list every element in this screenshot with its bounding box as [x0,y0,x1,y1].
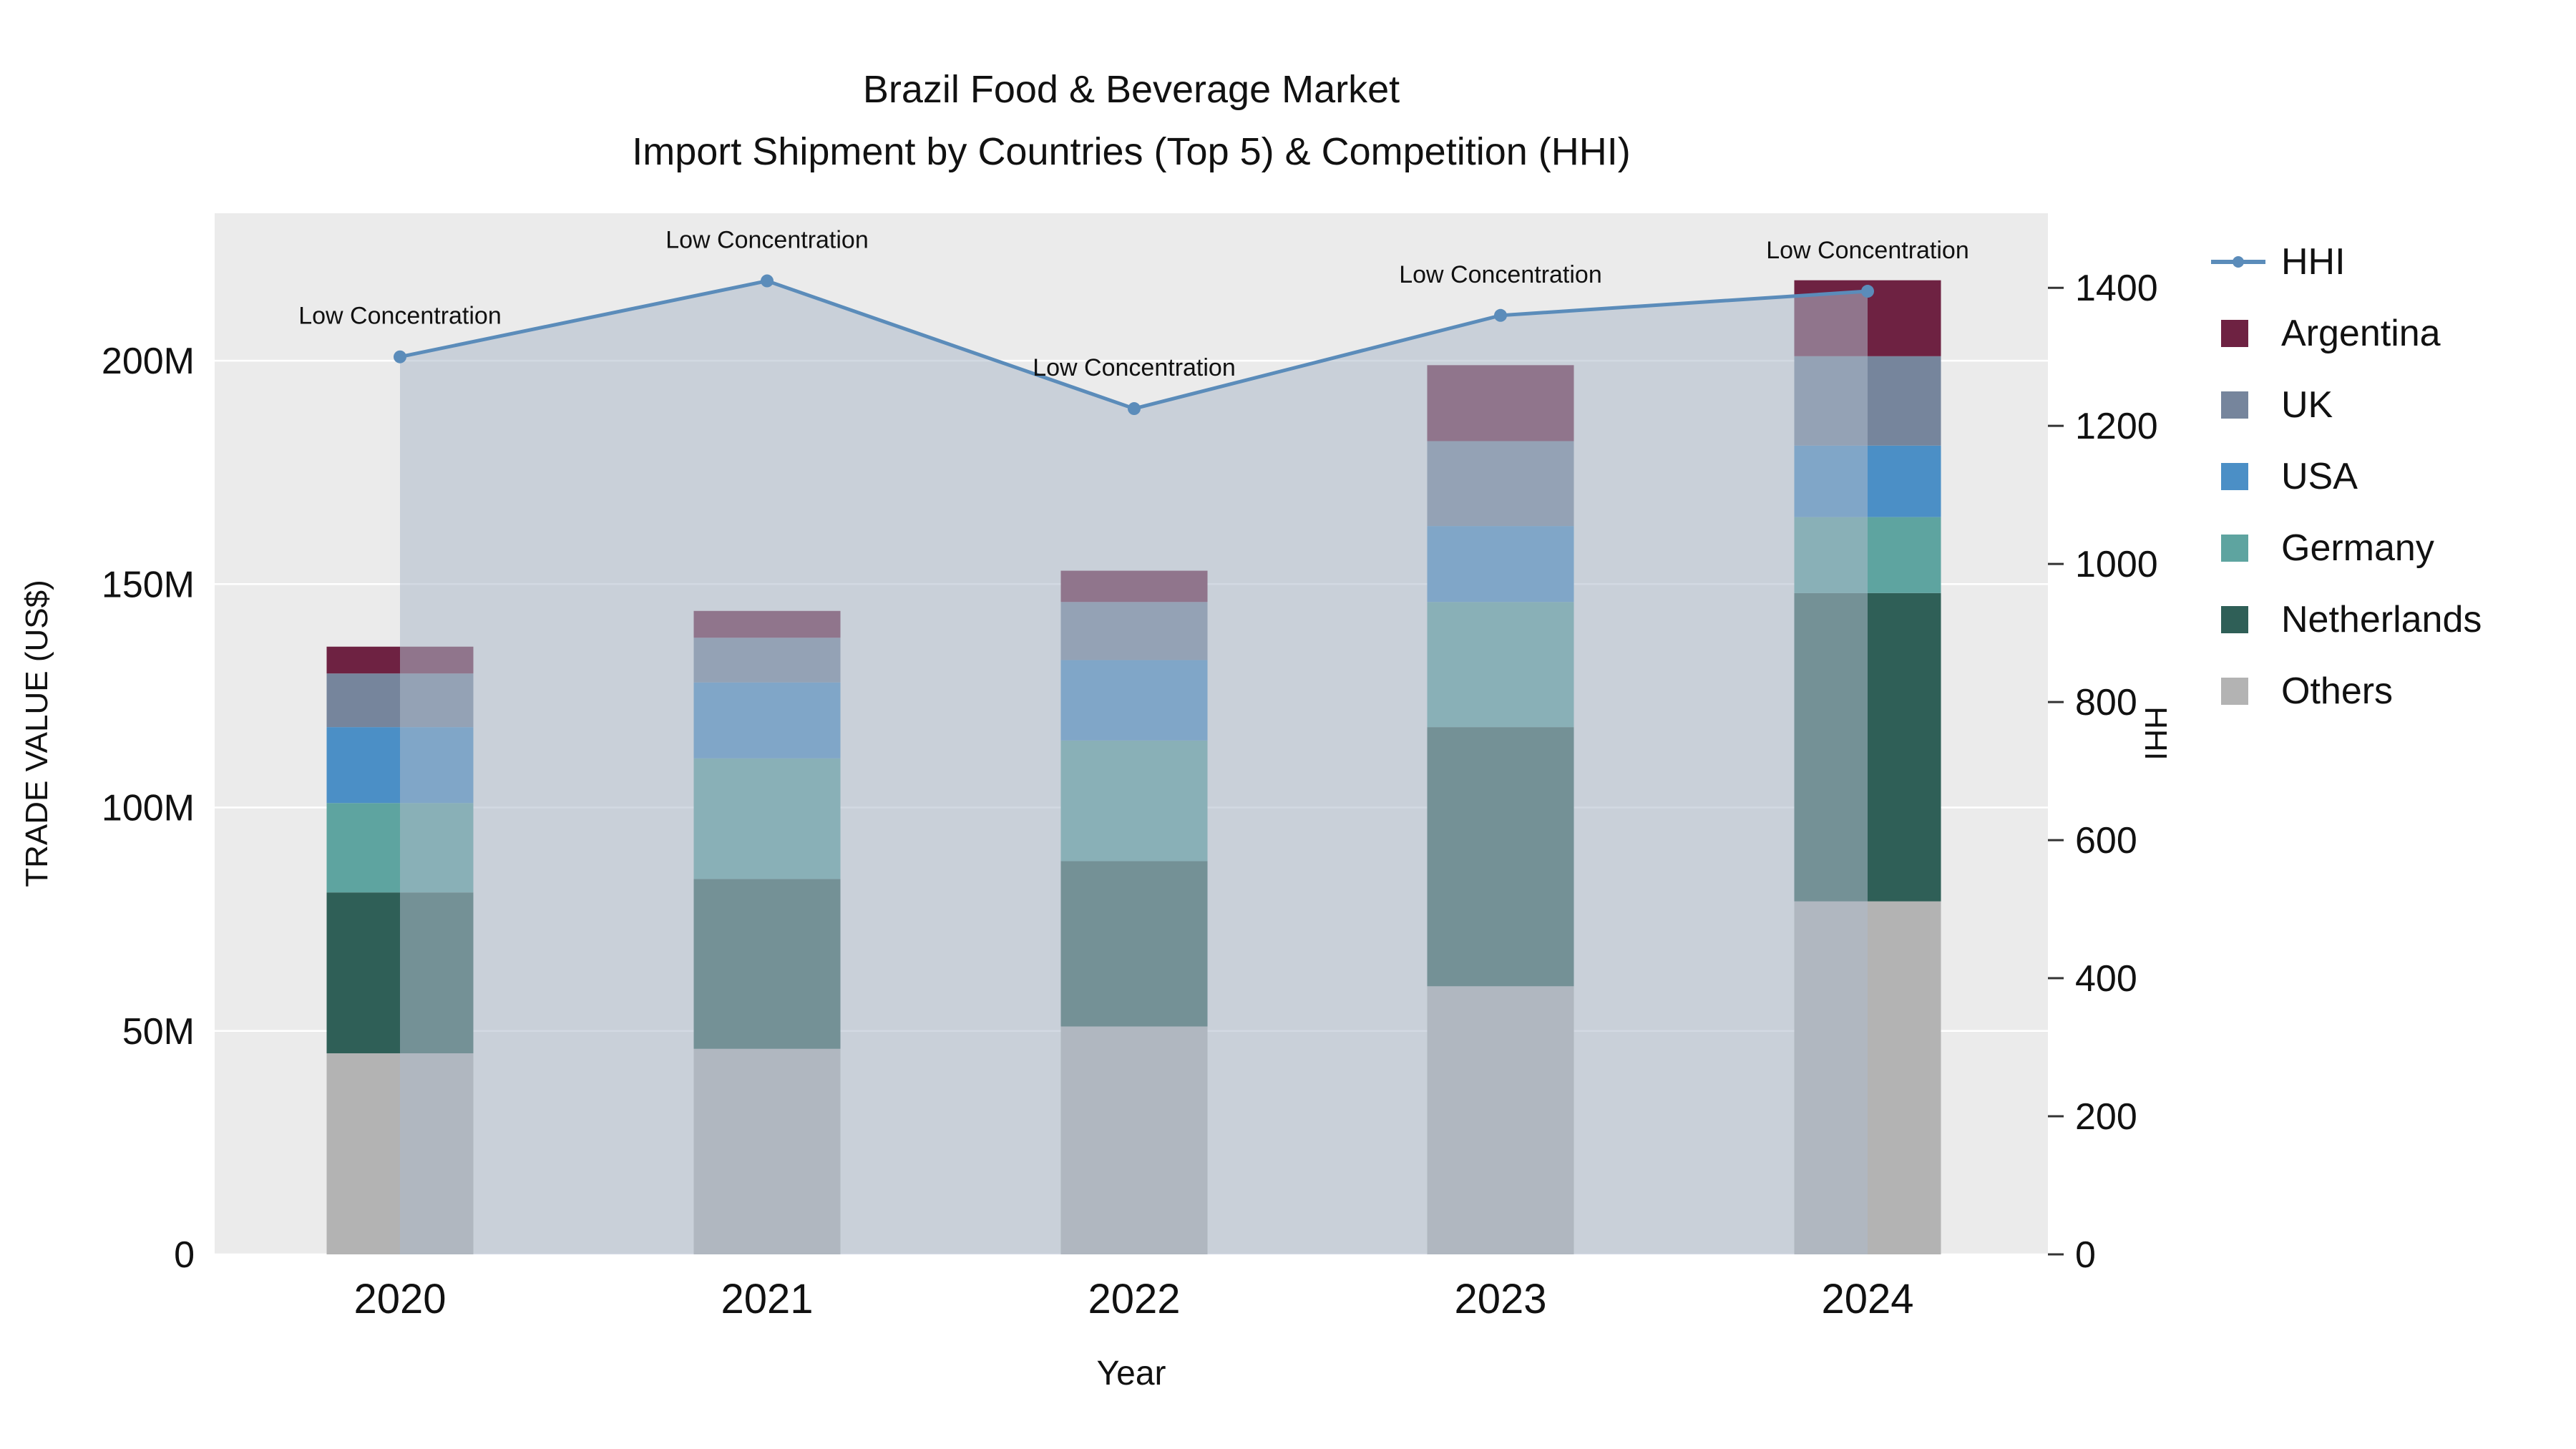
legend-swatch-icon [2211,606,2265,633]
x-tick-label-2022: 2022 [1088,1276,1180,1322]
y-right-tick-label: 800 [2075,682,2137,723]
x-axis-title: Year [1096,1355,1166,1392]
y-right-tick-label: 600 [2075,820,2137,862]
y-left-tick-label: 50M [122,1011,195,1053]
legend: HHI Argentina UK USA Germany Netherlands Other… [2211,240,2482,713]
legend-item-uk[interactable]: UK [2211,384,2482,426]
annotation-2024: Low Concentration [1766,237,1969,264]
x-tick-label-2024: 2024 [1821,1276,1913,1322]
hhi-marker-2020 [394,350,406,364]
hhi-line-marker-icon [2211,248,2265,275]
y-right-tick-label: 1000 [2075,544,2158,585]
x-tick-label-2023: 2023 [1454,1276,1546,1322]
hhi-area-fill [400,280,1868,1255]
legend-swatch-icon [2211,391,2265,419]
legend-label: HHI [2281,241,2346,283]
legend-swatch-icon [2211,320,2265,347]
y-right-tick-label: 0 [2075,1234,2096,1276]
legend-item-hhi[interactable]: HHI [2211,240,2482,283]
y-right-tick-label: 1400 [2075,268,2158,309]
chart-title-line1: Brazil Food & Beverage Market [862,68,1400,111]
legend-label: Germany [2281,527,2434,569]
y-left-tick-label: 200M [102,341,195,382]
x-tick-label-2020: 2020 [353,1276,446,1322]
y-left-tick-label: 100M [102,788,195,829]
legend-item-germany[interactable]: Germany [2211,527,2482,570]
legend-swatch-icon [2211,463,2265,490]
hhi-marker-2021 [761,274,774,288]
chart-title-line2: Import Shipment by Countries (Top 5) & C… [632,130,1631,174]
annotation-2021: Low Concentration [665,227,869,254]
y-right-tick-label: 400 [2075,958,2137,1000]
annotation-2022: Low Concentration [1033,354,1236,381]
legend-label: USA [2281,456,2358,497]
y-right-tick-label: 200 [2075,1096,2137,1138]
hhi-marker-2023 [1494,308,1507,322]
annotation-2023: Low Concentration [1399,261,1602,288]
y-left-tick-label: 150M [102,564,195,605]
legend-label: UK [2281,384,2333,426]
annotation-2020: Low Concentration [298,303,502,330]
legend-label: Netherlands [2281,599,2482,640]
y-right-tick-label: 1200 [2075,406,2158,447]
legend-label: Others [2281,670,2394,712]
y-left-tick-label: 0 [174,1234,195,1276]
hhi-marker-2022 [1128,402,1141,416]
legend-item-usa[interactable]: USA [2211,455,2482,498]
hhi-marker-2024 [1861,285,1874,298]
x-tick-label-2021: 2021 [721,1276,813,1322]
legend-item-others[interactable]: Others [2211,670,2482,713]
legend-label: Argentina [2281,313,2441,354]
chart-title: Brazil Food & Beverage Market Import Shi… [215,59,2048,184]
legend-item-netherlands[interactable]: Netherlands [2211,598,2482,641]
legend-swatch-icon [2211,678,2265,705]
legend-item-argentina[interactable]: Argentina [2211,312,2482,355]
legend-swatch-icon [2211,535,2265,562]
